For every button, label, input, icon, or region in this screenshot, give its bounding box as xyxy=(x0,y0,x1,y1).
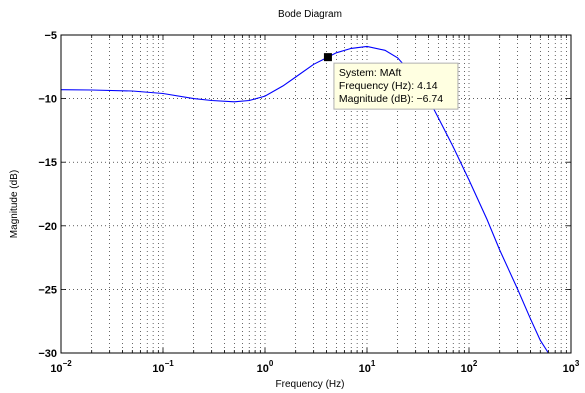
axes-frame xyxy=(60,34,572,354)
plot-area[interactable]: 10−2 10−1 100 101 102 103 −5 −10 −15 −20 −25 −30 Sys… xyxy=(38,30,580,375)
datatip-marker[interactable] xyxy=(323,53,332,62)
x-axis-label: Frequency (Hz) xyxy=(276,379,345,390)
y-tick-label: −20 xyxy=(38,221,57,233)
y-tick-label: −10 xyxy=(38,94,57,106)
y-tick-label: −30 xyxy=(38,348,57,360)
x-tick-label: 103 xyxy=(563,359,580,375)
y-tick-label: −25 xyxy=(38,284,57,296)
datatip-line: Frequency (Hz): 4.14 xyxy=(339,80,438,92)
datatip-line: Magnitude (dB): −6.74 xyxy=(339,93,443,105)
x-tick-label: 10−1 xyxy=(152,359,174,375)
x-tick-label: 101 xyxy=(359,359,376,375)
y-tick-label: −5 xyxy=(44,30,57,42)
datatip-line: System: MAft xyxy=(339,67,402,79)
x-tick-label: 102 xyxy=(461,359,478,375)
datatip-box[interactable] xyxy=(333,62,459,110)
x-tick-label: 100 xyxy=(257,359,274,375)
axes-background xyxy=(61,35,571,353)
chart-title: Bode Diagram xyxy=(278,9,342,20)
x-tick-label: 10−2 xyxy=(50,359,72,375)
magnitude-line xyxy=(60,45,549,354)
y-tick-label: −15 xyxy=(38,157,57,169)
y-axis-label: Magnitude (dB) xyxy=(9,170,20,238)
